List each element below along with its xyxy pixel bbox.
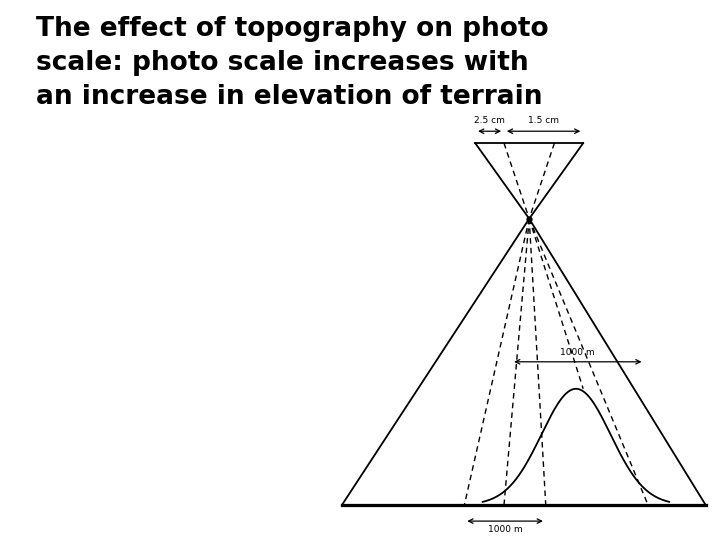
Text: 1000 m: 1000 m [560,348,595,357]
Text: The effect of topography on photo
scale: photo scale increases with
an increase : The effect of topography on photo scale:… [36,16,549,110]
Text: 1000 m: 1000 m [487,525,523,535]
Text: 2.5 cm: 2.5 cm [474,116,505,125]
Text: 1.5 cm: 1.5 cm [528,116,559,125]
